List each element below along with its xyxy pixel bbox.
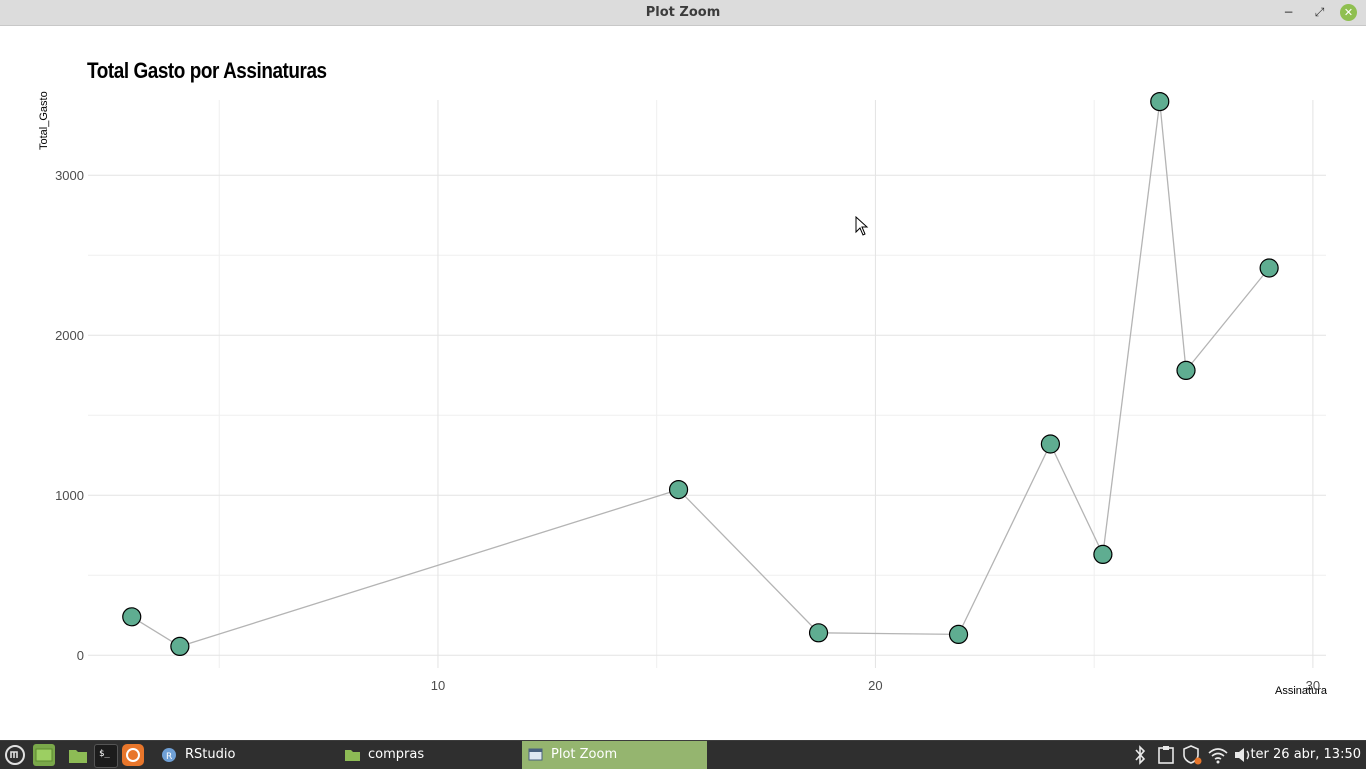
y-tick-label: 0 [77,648,84,663]
data-point [948,624,969,645]
folder-icon [69,750,87,763]
data-point [668,480,689,500]
taskbar: $_ R RStudio compras Plot Zoom ter 26 ab… [0,740,1366,769]
line-chart: 10 20 30 0 1000 2000 3000 [55,91,1326,693]
terminal-launcher[interactable]: $_ [94,744,118,768]
data-point [808,623,829,643]
folder-icon [345,750,360,761]
x-tick-label: 20 [868,678,882,693]
series-line [131,101,1270,648]
wifi-icon[interactable] [1207,741,1229,769]
mouse-cursor-icon [855,216,869,236]
data-point [1259,258,1279,278]
firefox-icon [126,748,140,762]
x-tick-label: 10 [431,678,445,693]
taskbar-item-label: RStudio [185,747,236,762]
terminal-icon: $_ [99,749,110,759]
maximize-button[interactable]: ⤢ [1314,5,1325,19]
y-tick-label: 3000 [55,168,84,183]
update-shield-icon[interactable] [1181,741,1203,769]
data-point [1093,544,1113,565]
firefox-launcher[interactable] [122,744,144,766]
desktop-icon [35,748,53,762]
data-point [1176,360,1196,380]
y-tick-label: 2000 [55,328,84,343]
files-launcher[interactable] [67,744,89,766]
wifi-glyph [1208,748,1228,764]
x-axis-label: Assinatura [1275,685,1327,697]
close-button[interactable]: ✕ [1340,4,1357,21]
clipboard-icon[interactable] [1156,741,1176,769]
speaker-glyph [1235,748,1250,762]
mint-menu-icon [5,745,25,765]
r-icon: R [162,748,176,762]
taskbar-item-plot-zoom[interactable]: Plot Zoom [522,741,707,769]
taskbar-item-label: compras [368,747,425,762]
data-point [170,636,190,657]
data-point [1150,91,1170,112]
plot-area: Total Gasto por Assinaturas Total_Gasto … [0,26,1366,740]
x-tick-label: 30 [1306,678,1320,693]
shield-glyph [1183,745,1202,765]
taskbar-item-rstudio[interactable]: R RStudio [158,741,338,769]
data-point [122,607,142,627]
volume-icon[interactable] [1232,741,1254,769]
bluetooth-icon[interactable] [1130,741,1150,769]
menu-button[interactable] [4,744,26,766]
clock[interactable]: ter 26 abr, 13:50 [1250,747,1361,762]
minimize-button[interactable]: − [1283,5,1294,19]
bluetooth-glyph [1135,745,1146,765]
window-icon [528,748,543,761]
clipboard-glyph [1158,746,1174,764]
taskbar-item-label: Plot Zoom [551,747,618,762]
svg-text:R: R [166,752,172,762]
show-desktop-button[interactable] [33,744,55,766]
taskbar-item-compras[interactable]: compras [340,741,520,769]
chart-title: Total Gasto por Assinaturas [87,58,327,83]
y-tick-label: 1000 [55,488,84,503]
window-title: Plot Zoom [645,5,721,20]
svg-text:$_: $_ [99,749,110,759]
data-point [1040,434,1061,454]
window-titlebar[interactable]: Plot Zoom − ⤢ ✕ [0,0,1366,26]
